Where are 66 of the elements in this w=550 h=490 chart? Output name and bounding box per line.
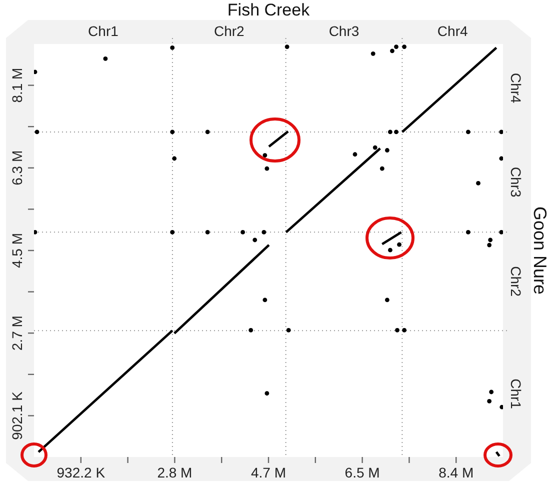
point xyxy=(264,166,270,171)
y-tick-label: 8.1 M xyxy=(8,68,25,103)
point xyxy=(402,44,406,49)
point xyxy=(489,390,494,394)
text: Chr1 xyxy=(508,378,524,410)
point xyxy=(466,230,470,234)
point xyxy=(370,51,376,56)
point xyxy=(248,328,254,332)
point xyxy=(372,145,378,150)
point xyxy=(384,298,390,302)
point xyxy=(500,404,503,410)
point xyxy=(170,230,175,234)
y-tick-label: 4.5 M xyxy=(8,232,25,268)
x-tick-label: 932.2 K xyxy=(56,464,106,480)
y-tick-label: 6.3 M xyxy=(8,150,25,186)
point xyxy=(390,48,394,54)
point xyxy=(284,44,290,49)
text: Chr4 xyxy=(437,22,468,39)
point xyxy=(262,298,268,302)
x-tick-label: 2.8 M xyxy=(157,464,192,480)
point xyxy=(170,130,175,134)
text: Chr2 xyxy=(508,266,524,297)
point xyxy=(402,328,406,332)
point xyxy=(466,130,470,134)
point xyxy=(34,230,38,234)
point xyxy=(352,152,358,157)
text: Chr4 xyxy=(508,72,524,104)
point xyxy=(170,46,175,50)
point xyxy=(262,230,266,234)
point xyxy=(264,391,270,396)
point xyxy=(380,166,384,171)
point xyxy=(103,56,108,61)
text: Chr3 xyxy=(508,166,524,198)
y2-axis-title: Goon Nure xyxy=(530,206,550,295)
point xyxy=(34,130,40,134)
text: Chr2 xyxy=(214,22,245,39)
point xyxy=(205,230,210,234)
point xyxy=(34,70,38,74)
point xyxy=(487,398,492,404)
chart-title: Fish Creek xyxy=(227,0,310,20)
point xyxy=(476,181,480,186)
x-tick-label: 8.4 M xyxy=(438,464,474,480)
point xyxy=(388,130,392,134)
point xyxy=(397,242,402,247)
point xyxy=(286,328,291,332)
point xyxy=(488,238,493,242)
point xyxy=(499,130,503,134)
point xyxy=(394,130,398,134)
point xyxy=(262,153,268,158)
x-tick-label: 4.7 M xyxy=(250,464,286,480)
point xyxy=(395,328,400,332)
point xyxy=(172,156,177,161)
point xyxy=(499,230,503,234)
point xyxy=(205,130,210,134)
point xyxy=(252,238,258,242)
y-tick-label: 902.1 K xyxy=(8,390,25,440)
text: Chr3 xyxy=(328,22,360,39)
point xyxy=(388,248,392,252)
point xyxy=(499,156,503,161)
point xyxy=(394,44,398,49)
point xyxy=(384,148,390,152)
text: Chr1 xyxy=(88,22,119,39)
point xyxy=(240,230,245,234)
y-tick-label: 2.7 M xyxy=(8,316,25,351)
x-tick-label: 6.5 M xyxy=(344,464,380,480)
point xyxy=(487,242,492,248)
